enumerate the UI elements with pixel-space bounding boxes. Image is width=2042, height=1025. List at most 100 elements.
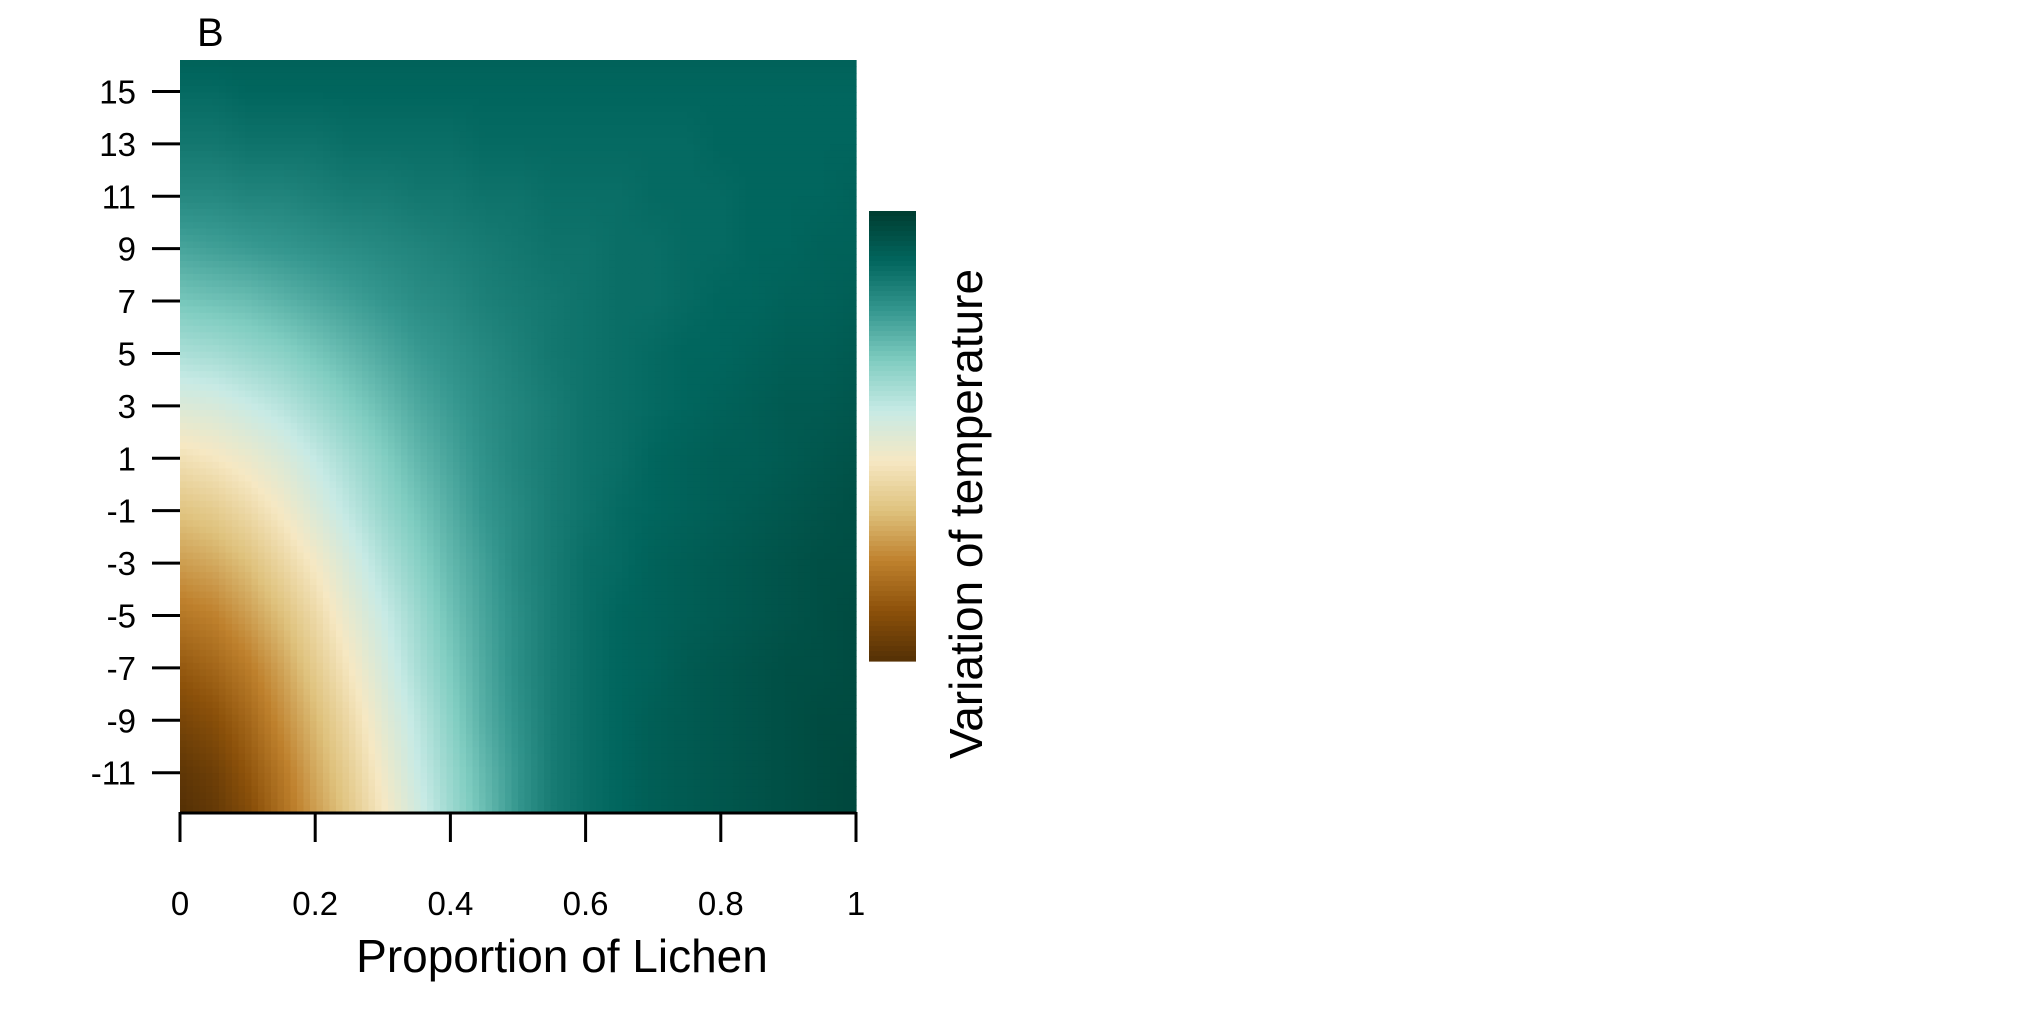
heatmap-cell — [251, 241, 259, 249]
heatmap-cell — [401, 111, 409, 119]
heatmap-cell — [544, 131, 552, 139]
heatmap-cell — [693, 85, 701, 94]
heatmap-cell — [466, 124, 474, 132]
heatmap-cell — [836, 260, 844, 269]
heatmap-cell — [849, 364, 857, 372]
heatmap-cell — [550, 248, 558, 256]
heatmap-cell — [615, 228, 623, 236]
heatmap-cell — [316, 209, 324, 217]
heatmap-cell — [303, 105, 311, 113]
heatmap-cell — [427, 280, 435, 288]
heatmap-cell — [726, 280, 734, 288]
heatmap-cell — [537, 144, 545, 152]
heatmap-cell — [310, 144, 318, 152]
heatmap-cell — [466, 248, 474, 256]
heatmap-cell — [784, 85, 792, 94]
heatmap-cell — [674, 254, 682, 262]
heatmap-cell — [797, 345, 805, 353]
heatmap-cell — [804, 254, 812, 262]
heatmap-cell — [466, 131, 474, 139]
heatmap-cell — [511, 267, 519, 275]
heatmap-cell — [752, 280, 760, 288]
heatmap-cell — [310, 118, 318, 126]
heatmap-cell — [537, 260, 545, 269]
heatmap-cell — [316, 66, 324, 74]
heatmap-cell — [667, 228, 675, 236]
heatmap-cell — [609, 196, 617, 204]
heatmap-cell — [706, 189, 714, 197]
heatmap-cell — [414, 235, 422, 243]
heatmap-cell — [414, 215, 422, 223]
heatmap-cell — [349, 312, 357, 320]
heatmap-cell — [771, 137, 779, 145]
heatmap-cell — [732, 176, 740, 184]
heatmap-cell — [635, 79, 643, 87]
heatmap-cell — [323, 325, 331, 333]
heatmap-cell — [726, 306, 734, 314]
heatmap-cell — [550, 260, 558, 269]
heatmap-cell — [511, 98, 519, 106]
heatmap-cell — [635, 345, 643, 353]
heatmap-cell — [232, 319, 240, 327]
heatmap-cell — [784, 111, 792, 119]
heatmap-cell — [778, 319, 786, 327]
heatmap-cell — [648, 72, 656, 81]
heatmap-cell — [752, 150, 760, 158]
heatmap-cell — [641, 170, 649, 178]
heatmap-cell — [615, 98, 623, 106]
heatmap-cell — [583, 189, 591, 197]
heatmap-cell — [342, 319, 350, 327]
heatmap-cell — [219, 189, 227, 197]
heatmap-cell — [219, 312, 227, 320]
heatmap-cell — [375, 248, 383, 256]
heatmap-cell — [459, 79, 467, 87]
heatmap-cell — [518, 293, 526, 301]
heatmap-cell — [498, 163, 506, 171]
heatmap-cell — [778, 118, 786, 126]
heatmap-cell — [284, 60, 292, 68]
heatmap-cell — [583, 85, 591, 94]
heatmap-cell — [570, 228, 578, 236]
heatmap-cell — [849, 228, 857, 236]
heatmap-cell — [446, 280, 454, 288]
heatmap-cell — [336, 176, 344, 184]
heatmap-cell — [271, 358, 279, 366]
heatmap-cell — [284, 332, 292, 340]
heatmap-cell — [544, 189, 552, 197]
heatmap-cell — [362, 202, 370, 210]
heatmap-cell — [349, 60, 357, 68]
heatmap-cell — [739, 144, 747, 152]
heatmap-cell — [323, 293, 331, 301]
heatmap-cell — [843, 228, 851, 236]
heatmap-cell — [427, 306, 435, 314]
heatmap-cell — [186, 150, 194, 158]
heatmap-cell — [440, 299, 448, 307]
heatmap-cell — [414, 312, 422, 320]
heatmap-cell — [622, 306, 630, 314]
heatmap-cell — [674, 325, 682, 333]
heatmap-cell — [609, 248, 617, 256]
heatmap-cell — [362, 235, 370, 243]
heatmap-cell — [635, 124, 643, 132]
heatmap-cell — [843, 306, 851, 314]
heatmap-cell — [277, 306, 285, 314]
heatmap-cell — [615, 157, 623, 165]
heatmap-cell — [232, 280, 240, 288]
heatmap-cell — [199, 98, 207, 106]
heatmap-cell — [290, 280, 298, 288]
heatmap-cell — [849, 209, 857, 217]
heatmap-cell — [596, 137, 604, 145]
heatmap-cell — [446, 332, 454, 340]
heatmap-cell — [238, 170, 246, 178]
heatmap-cell — [316, 176, 324, 184]
heatmap-cell — [284, 228, 292, 236]
heatmap-cell — [700, 79, 708, 87]
heatmap-cell — [212, 267, 220, 275]
heatmap-cell — [732, 150, 740, 158]
heatmap-cell — [602, 299, 610, 307]
heatmap-cell — [674, 209, 682, 217]
heatmap-cell — [674, 189, 682, 197]
heatmap-cell — [719, 358, 727, 366]
heatmap-cell — [375, 222, 383, 230]
heatmap-cell — [739, 273, 747, 282]
